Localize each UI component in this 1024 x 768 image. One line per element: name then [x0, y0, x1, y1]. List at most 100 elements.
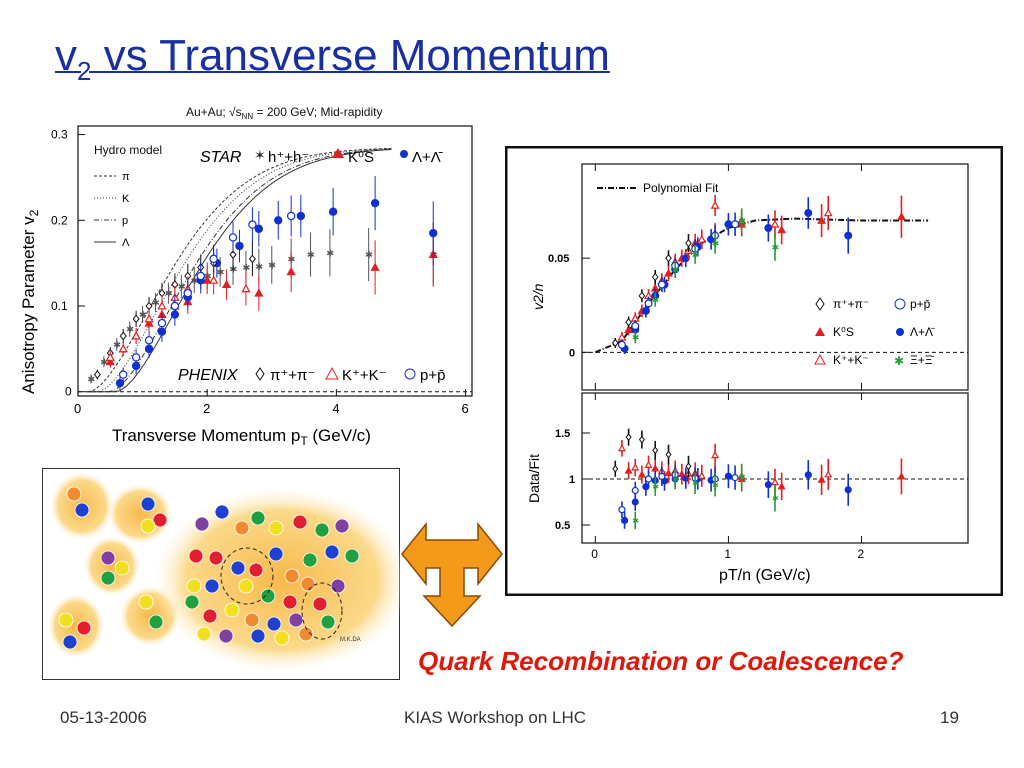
phenix-kaon-marker — [325, 366, 339, 380]
phenix-label: PHENIX — [178, 367, 239, 384]
star-k0s-label: K⁰S — [348, 149, 374, 166]
quark-ball — [58, 612, 74, 628]
fit-legend-label: Polynomial Fit — [643, 181, 719, 195]
left-point-s0: ✱ — [255, 262, 263, 272]
right-point-s3 — [770, 219, 780, 228]
quark-ball — [248, 562, 264, 578]
right-point-s1 — [664, 268, 673, 277]
right-point-s1 — [897, 212, 906, 221]
left-point-s0: ✱ — [100, 357, 108, 367]
coalescence-ring-2 — [301, 582, 343, 640]
left-point-s3 — [93, 370, 101, 379]
quark-ball — [268, 520, 284, 536]
left-point-s4 — [118, 344, 128, 353]
legend-pion-label: π⁺+π⁻ — [833, 297, 869, 311]
ratio-point-s5 — [631, 486, 639, 495]
left-point-s1 — [202, 275, 212, 284]
left-point-s1 — [254, 288, 264, 297]
hydro-k-label: K — [122, 193, 130, 205]
left-point-s4 — [144, 314, 154, 323]
left-point-s2 — [296, 211, 306, 221]
title-rest: vs Transverse Momentum — [91, 31, 610, 80]
title-v: v — [55, 31, 77, 80]
right-chart-border — [505, 146, 1003, 596]
right-fit-legend: Polynomial Fit — [597, 181, 719, 195]
ratio-point-s3 — [631, 463, 640, 471]
ratio-point-s5 — [658, 472, 666, 480]
star-k0s-marker — [332, 148, 344, 158]
ratio-point-s2 — [804, 471, 812, 479]
illustration-credit: M.K.DA — [340, 637, 361, 643]
quark-ball — [344, 548, 360, 564]
left-point-s5 — [119, 370, 128, 379]
right-point-s4 — [638, 291, 646, 301]
left-xtick-label: 4 — [332, 401, 339, 416]
left-point-s3 — [132, 314, 140, 324]
glow-blob — [108, 484, 172, 544]
left-ylabel: Anisotropy Parameter v2 — [19, 209, 41, 394]
slide-title: v2 vs Transverse Momentum — [55, 31, 610, 85]
left-point-s0: ✱ — [216, 267, 224, 277]
quark-ball — [202, 608, 218, 624]
legend-kaon-label: K⁺+K⁻ — [833, 353, 869, 367]
quark-ball — [74, 502, 90, 518]
right-particle-legend: π⁺+π⁻ p+p̄ K⁰S Λ+Λ̄ K⁺+K⁻ ✱ Ξ+Ξ̄ — [814, 297, 935, 368]
quark-ball — [184, 594, 200, 610]
glow-blob — [84, 536, 140, 596]
ratio-point-s6: ✱ — [772, 494, 779, 503]
left-chart-header: Au+Au; √sNN = 200 GeV; Mid-rapidity — [186, 105, 382, 121]
quark-ball — [140, 496, 156, 512]
ratio-point-s4 — [638, 435, 645, 444]
quark-ball — [238, 578, 254, 594]
left-point-s2 — [429, 228, 438, 238]
quark-ball — [234, 520, 250, 536]
left-point-s0: ✱ — [242, 263, 250, 273]
left-v2-chart: Au+Au; √sNN = 200 GeV; Mid-rapidity ✱ ✱ ✱ ✱… — [8, 96, 488, 456]
quark-ball — [138, 594, 154, 610]
footer-event: KIAS Workshop on LHC — [404, 708, 587, 727]
left-point-s1 — [370, 262, 380, 271]
footer-date: 05-13-2006 — [60, 708, 147, 727]
ratio-point-s1 — [637, 470, 646, 478]
left-point-s3 — [248, 254, 256, 264]
upper-ytick-label: 0.05 — [548, 253, 569, 265]
lower-ylabel: Data/Fit — [526, 454, 542, 503]
left-point-s5 — [286, 211, 296, 221]
upper-ytick-label: 0 — [569, 347, 575, 359]
quark-ball — [250, 510, 266, 526]
star-label: STAR — [200, 149, 242, 166]
quark-ball — [314, 522, 330, 538]
legend-lambda-marker — [896, 328, 904, 336]
right-point-s6: ✱ — [632, 333, 639, 343]
right-point-s6: ✱ — [652, 295, 659, 305]
lower-plot-frame — [581, 392, 969, 544]
slide-caption: Quark Recombination or Coalescence? — [418, 646, 904, 676]
left-point-s4 — [157, 301, 167, 310]
left-point-s1 — [286, 266, 296, 276]
quark-ball — [218, 628, 234, 644]
right-point-s6: ✱ — [692, 250, 699, 260]
ratio-point-s5 — [731, 474, 739, 482]
left-chart-marks: ✱✱✱✱✱✱✱✱✱✱✱✱✱✱✱✱✱✱✱✱ — [78, 147, 472, 393]
left-ytick-label: 0.2 — [51, 213, 68, 227]
right-point-s6: ✱ — [672, 265, 679, 275]
ratio-point-s2 — [764, 481, 772, 489]
ratio-point-s2 — [844, 486, 852, 494]
left-point-s4 — [209, 275, 219, 284]
left-ytick-label: 0.3 — [51, 128, 68, 142]
quark-ball — [100, 570, 116, 586]
quark-ball — [186, 578, 202, 594]
quark-ball — [302, 552, 318, 568]
left-point-s3 — [119, 331, 127, 341]
star-lambda-marker — [400, 150, 408, 158]
left-point-s5 — [248, 220, 257, 229]
hydro-curve-0 — [87, 147, 392, 393]
left-point-s0: ✱ — [152, 298, 160, 308]
ratio-point-s6: ✱ — [712, 481, 719, 490]
ratio-point-s1 — [817, 475, 826, 483]
hydro-lambda-label: Λ — [122, 237, 130, 249]
left-point-s0: ✱ — [178, 282, 186, 292]
left-ytick-label: 0 — [65, 385, 72, 399]
left-plot-frame — [77, 125, 473, 397]
quark-ball — [300, 576, 316, 592]
